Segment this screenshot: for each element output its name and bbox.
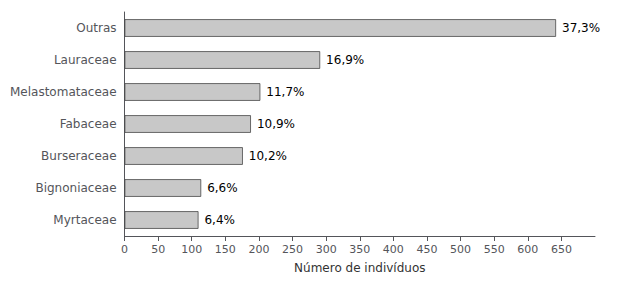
svg-text:100: 100: [181, 243, 202, 256]
svg-text:650: 650: [551, 243, 572, 256]
svg-text:Número de indivíduos: Número de indivíduos: [294, 261, 425, 275]
svg-text:10,9%: 10,9%: [257, 117, 295, 131]
svg-text:Bignoniaceae: Bignoniaceae: [35, 181, 116, 195]
svg-text:Fabaceae: Fabaceae: [60, 117, 117, 131]
svg-text:37,3%: 37,3%: [562, 21, 600, 35]
svg-text:500: 500: [450, 243, 471, 256]
svg-text:600: 600: [517, 243, 538, 256]
svg-text:50: 50: [151, 243, 165, 256]
svg-text:Myrtaceae: Myrtaceae: [53, 213, 116, 227]
svg-text:6,4%: 6,4%: [204, 213, 235, 227]
svg-text:350: 350: [349, 243, 370, 256]
svg-text:Lauraceae: Lauraceae: [54, 53, 117, 67]
svg-text:250: 250: [282, 243, 303, 256]
svg-text:10,2%: 10,2%: [249, 149, 287, 163]
svg-text:6,6%: 6,6%: [207, 181, 238, 195]
svg-text:400: 400: [383, 243, 404, 256]
svg-text:300: 300: [316, 243, 337, 256]
svg-text:0: 0: [121, 243, 128, 256]
svg-text:Outras: Outras: [76, 21, 116, 35]
svg-text:550: 550: [484, 243, 505, 256]
svg-text:Melastomataceae: Melastomataceae: [10, 85, 117, 99]
svg-text:150: 150: [215, 243, 236, 256]
svg-text:11,7%: 11,7%: [266, 85, 304, 99]
svg-text:Burseraceae: Burseraceae: [41, 149, 116, 163]
svg-text:200: 200: [248, 243, 269, 256]
svg-text:450: 450: [416, 243, 437, 256]
svg-text:16,9%: 16,9%: [326, 53, 364, 67]
